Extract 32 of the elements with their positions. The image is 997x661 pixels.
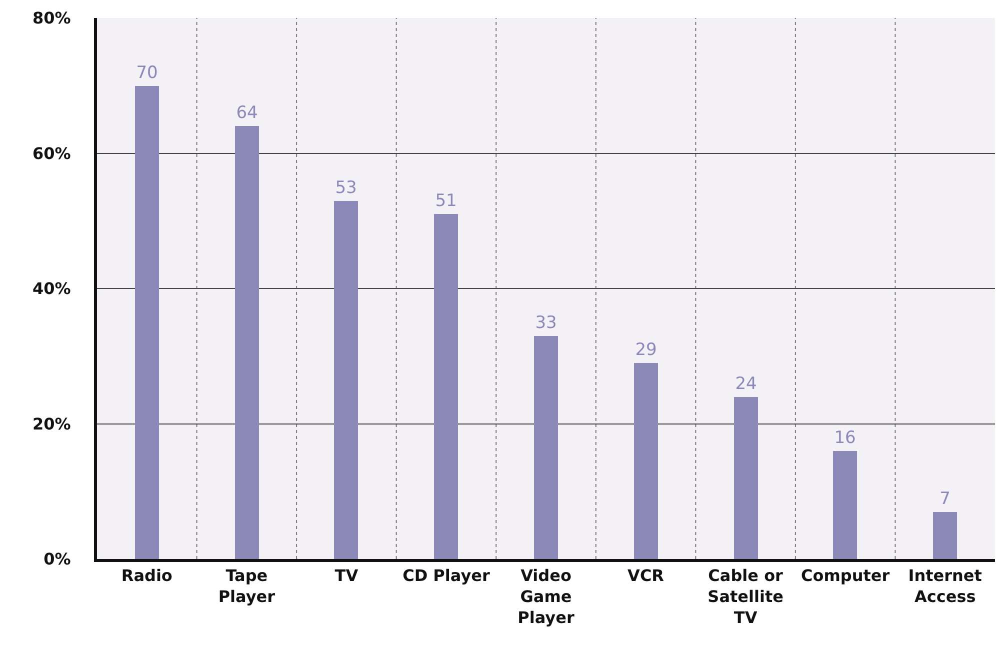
x-tick-label: Cable or Satellite TV bbox=[708, 566, 784, 627]
data-label: 53 bbox=[335, 178, 357, 198]
bar bbox=[135, 86, 159, 559]
bar bbox=[334, 201, 358, 559]
x-tick-label: CD Player bbox=[402, 566, 490, 586]
x-tick-label: Internet Access bbox=[908, 566, 982, 606]
bar bbox=[833, 451, 857, 559]
bar bbox=[634, 363, 658, 559]
y-tick-label: 60% bbox=[32, 144, 71, 163]
x-tick-label: VCR bbox=[628, 566, 664, 586]
y-tick-label: 80% bbox=[32, 8, 71, 28]
y-tick-label: 40% bbox=[32, 279, 71, 298]
data-label: 16 bbox=[834, 428, 856, 448]
bar bbox=[434, 214, 458, 559]
y-tick-label: 0% bbox=[44, 550, 71, 569]
bar bbox=[933, 512, 957, 559]
data-label: 24 bbox=[735, 374, 757, 394]
data-label: 29 bbox=[635, 340, 657, 360]
bar bbox=[235, 126, 259, 559]
data-label: 7 bbox=[940, 489, 950, 509]
x-tick-label: TV bbox=[334, 566, 359, 586]
x-tick-label: Radio bbox=[121, 566, 172, 586]
bar bbox=[734, 397, 758, 559]
data-label: 33 bbox=[535, 313, 557, 333]
y-tick-label: 20% bbox=[32, 414, 71, 434]
data-label: 51 bbox=[435, 191, 457, 211]
data-label: 70 bbox=[136, 63, 158, 83]
data-label: 64 bbox=[236, 103, 258, 123]
x-tick-label: Video Game Player bbox=[518, 566, 574, 627]
bar bbox=[534, 336, 558, 559]
x-tick-label: Computer bbox=[801, 566, 890, 586]
x-tick-label: Tape Player bbox=[218, 566, 276, 606]
